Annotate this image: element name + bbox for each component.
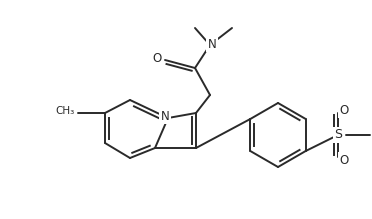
Text: O: O [339,154,349,166]
Text: N: N [208,37,217,51]
Text: CH₃: CH₃ [56,106,75,116]
Text: S: S [334,129,342,141]
Text: O: O [339,104,349,117]
Text: N: N [161,110,169,122]
Text: O: O [153,51,161,65]
